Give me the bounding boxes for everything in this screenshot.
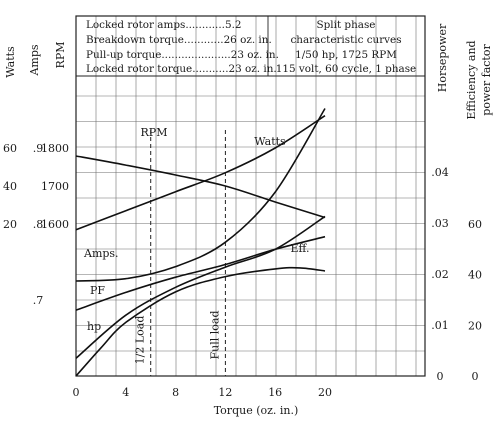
efficiency-axis-title: Efficiency and: [465, 40, 478, 119]
horsepower-tick-label: .02: [431, 268, 449, 281]
rpm-tick-label: 1700: [41, 180, 69, 193]
efficiency-tick-label: 0: [472, 370, 479, 383]
rpm-tick-label: 1600: [41, 218, 69, 231]
amps-tick-label: .9: [33, 142, 44, 155]
load-marker-label: Full load: [208, 311, 221, 360]
series-label-hp: hp: [87, 320, 101, 333]
x-axis-title: Torque (oz. in.): [214, 404, 299, 417]
series-line-amps: [75, 108, 326, 282]
horsepower-tick-label: .01: [431, 319, 449, 332]
series-line-rpm: [75, 155, 326, 219]
x-tick-label: 20: [318, 386, 332, 399]
chart-subtitle-line: 115 volt, 60 cycle, 1 phase: [276, 63, 416, 75]
plot-frame: [75, 15, 426, 377]
series-line-eff: [75, 235, 326, 311]
chart-subtitle-line: 1/50 hp, 1725 RPM: [295, 49, 397, 61]
horsepower-tick-label: .04: [431, 166, 449, 179]
chart-title-line-2: characteristic curves: [290, 34, 401, 46]
series-curves: [75, 108, 326, 377]
amps-tick-label: .7: [33, 294, 44, 307]
series-label-watts: Watts: [254, 135, 286, 148]
watts-tick-label: 40: [3, 180, 17, 193]
horsepower-tick-label: 0: [437, 370, 444, 383]
horsepower-axis-title: Horsepower: [436, 23, 449, 92]
series-label-pf: PF: [90, 284, 105, 297]
watts-tick-label: 60: [3, 142, 17, 155]
tick-labels: 604020.9.8.7180017001600.04.03.02.010604…: [3, 142, 482, 399]
amps-tick-label: .8: [33, 218, 44, 231]
x-tick-label: 0: [73, 386, 80, 399]
spec-line: Breakdown torque............26 oz. in.: [86, 34, 272, 46]
x-tick-label: 8: [172, 386, 179, 399]
watts-tick-label: 20: [3, 218, 17, 231]
watts-axis-title: Watts: [4, 46, 17, 78]
series-line-watts: [75, 115, 326, 231]
series-line-hp: [75, 266, 326, 377]
rpm-tick-label: 1800: [41, 142, 69, 155]
x-tick-label: 4: [122, 386, 129, 399]
horsepower-tick-label: .03: [431, 217, 449, 230]
efficiency-tick-label: 40: [468, 269, 482, 282]
amps-axis-title: Amps: [28, 44, 41, 76]
x-tick-label: 16: [268, 386, 282, 399]
info-box: Locked rotor amps............5.2 Breakdo…: [76, 16, 425, 77]
load-marker-label: 1/2 Load: [134, 316, 147, 365]
spec-line: Locked rotor torque...........23 oz. in.: [86, 63, 277, 75]
series-label-amps: Amps.: [83, 247, 119, 260]
chart-title-line-1: Split phase: [317, 19, 376, 31]
efficiency-tick-label: 20: [468, 319, 482, 332]
rpm-axis-title: RPM: [54, 42, 67, 69]
series-label-eff: Eff.: [291, 242, 310, 255]
spec-line: Locked rotor amps............5.2: [86, 19, 242, 31]
x-tick-label: 12: [218, 386, 232, 399]
series-line-pf: [75, 215, 326, 359]
spec-line: Pull-up torque.....................23 oz…: [86, 49, 279, 61]
load-markers: 1/2 Load Full load: [134, 130, 226, 376]
series-labels: RPM Watts Amps. Eff. PF hp: [83, 126, 309, 333]
series-label-rpm: RPM: [141, 126, 168, 139]
power-factor-axis-title: power factor: [480, 44, 493, 116]
efficiency-tick-label: 60: [468, 218, 482, 231]
